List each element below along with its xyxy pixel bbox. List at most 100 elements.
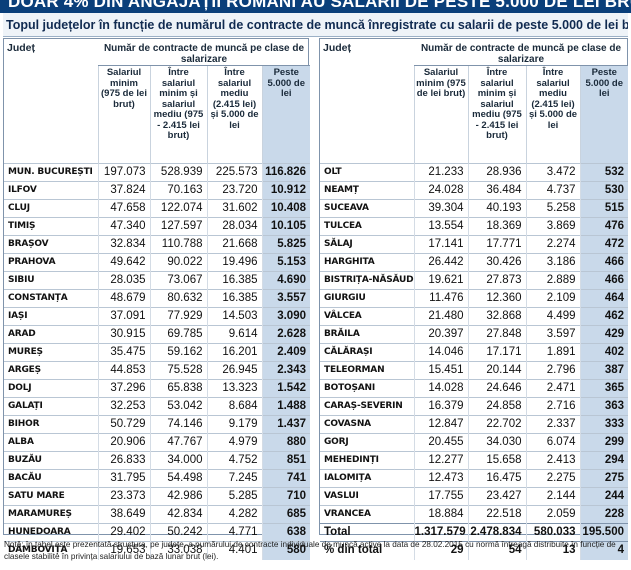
cell-value: 35.475 — [97, 343, 150, 362]
county-name: BISTRIȚA-NĂSĂUD — [320, 271, 414, 290]
cell-value: 244 — [579, 487, 628, 506]
cell-value: 1.488 — [261, 397, 310, 416]
cell-value: 3.869 — [525, 217, 580, 236]
cell-value: 16.475 — [467, 469, 526, 488]
cell-value: 13.554 — [413, 217, 468, 236]
table-row: SATU MARE 23.373 42.986 5.285 710 — [4, 487, 310, 506]
cell-value: 2.059 — [525, 505, 580, 524]
table-row: ILFOV 37.824 70.163 23.720 10.912 — [4, 181, 310, 200]
cell-value: 9.614 — [206, 325, 262, 344]
table-row: VÂLCEA 21.480 32.868 4.499 462 — [320, 307, 628, 326]
cell-value: 3.090 — [261, 307, 310, 326]
table-row: BIHOR 50.729 74.146 9.179 1.437 — [4, 415, 310, 434]
cell-value: 13.323 — [206, 379, 262, 398]
cell-value: 28.034 — [206, 217, 262, 236]
cell-value: 515 — [579, 199, 628, 218]
cell-value: 122.074 — [149, 199, 207, 218]
cell-value: 12.847 — [413, 415, 468, 434]
cell-value: 16.379 — [413, 397, 468, 416]
table-row: VRANCEA 18.884 22.518 2.059 228 — [320, 505, 628, 524]
cell-value: 462 — [579, 307, 628, 326]
cell-value: 363 — [579, 397, 628, 416]
county-name: MARAMUREȘ — [4, 505, 98, 524]
cell-value: 53.042 — [149, 397, 207, 416]
county-name: ARGEȘ — [4, 361, 98, 380]
county-name: CLUJ — [4, 199, 98, 218]
cell-value: 26.442 — [413, 253, 468, 272]
cell-value: 17.771 — [467, 235, 526, 254]
cell-value: 12.277 — [413, 451, 468, 470]
cell-value: 23.720 — [206, 181, 262, 200]
cell-value: 1.891 — [525, 343, 580, 362]
cell-value: 3.557 — [261, 289, 310, 308]
cell-value: 20.397 — [413, 325, 468, 344]
cell-value: 13 — [525, 541, 580, 560]
county-name: NEAMȚ — [320, 181, 414, 200]
county-name: IAȘI — [4, 307, 98, 326]
county-name: GALAȚI — [4, 397, 98, 416]
cell-value: 27.873 — [467, 271, 526, 290]
cell-value: 30.915 — [97, 325, 150, 344]
header-group: Număr de contracte de muncă pe clase de … — [98, 39, 310, 66]
cell-value: 275 — [579, 469, 628, 488]
cell-value: 33.038 — [149, 541, 207, 560]
cell-value: 14.028 — [413, 379, 468, 398]
cell-value: 5.153 — [261, 253, 310, 272]
right-table-panel: Județ Număr de contracte de muncă pe cla… — [319, 38, 628, 560]
cell-value: 532 — [579, 163, 628, 182]
cell-value: 464 — [579, 289, 628, 308]
county-name: GORJ — [320, 433, 414, 452]
table-row: IAȘI 37.091 77.929 14.503 3.090 — [4, 307, 310, 326]
cell-value: 28.035 — [97, 271, 150, 290]
cell-value: 16.201 — [206, 343, 262, 362]
county-name: ARAD — [4, 325, 98, 344]
table-row: GORJ 20.455 34.030 6.074 299 — [320, 433, 628, 452]
cell-value: 37.091 — [97, 307, 150, 326]
county-name: MUN. BUCUREȘTI — [4, 163, 98, 182]
county-name: PRAHOVA — [4, 253, 98, 272]
cell-value: 10.105 — [261, 217, 310, 236]
cell-value: 2.413 — [525, 451, 580, 470]
cell-value: 32.834 — [97, 235, 150, 254]
banner: DOAR 4% DIN ANGAJAȚII ROMÂNI AU SALARII … — [0, 0, 631, 13]
cell-value: 49.642 — [97, 253, 150, 272]
total-row: % din total 29 54 13 4 — [320, 541, 628, 560]
cell-value: 21.480 — [413, 307, 468, 326]
header-salariul-minim: Salariul minim (975 de lei brut) — [97, 65, 150, 164]
county-name: BIHOR — [4, 415, 98, 434]
cell-value: 195.500 — [579, 523, 628, 542]
left-table: Județ Număr de contracte de muncă pe cla… — [4, 39, 310, 560]
cell-value: 4.282 — [206, 505, 262, 524]
county-name: IALOMIȚA — [320, 469, 414, 488]
cell-value: 2.337 — [525, 415, 580, 434]
cell-value: 30.426 — [467, 253, 526, 272]
cell-value: 7.245 — [206, 469, 262, 488]
table-row: HARGHITA 26.442 30.426 3.186 466 — [320, 253, 628, 272]
county-name: % din total — [320, 541, 414, 560]
header-peste-5000: Peste 5.000 de lei — [261, 65, 310, 164]
table-row: MARAMUREȘ 38.649 42.834 4.282 685 — [4, 505, 310, 524]
cell-value: 16.385 — [206, 289, 262, 308]
cell-value: 40.193 — [467, 199, 526, 218]
cell-value: 3.186 — [525, 253, 580, 272]
right-table: Județ Număr de contracte de muncă pe cla… — [320, 39, 628, 560]
table-row: SIBIU 28.035 73.067 16.385 4.690 — [4, 271, 310, 290]
cell-value: 225.573 — [206, 163, 262, 182]
county-name: ALBA — [4, 433, 98, 452]
cell-value: 15.451 — [413, 361, 468, 380]
table-row: TELEORMAN 15.451 20.144 2.796 387 — [320, 361, 628, 380]
table-row: MEHEDINȚI 12.277 15.658 2.413 294 — [320, 451, 628, 470]
cell-value: 116.826 — [261, 163, 310, 182]
county-name: TELEORMAN — [320, 361, 414, 380]
table-row: CĂLĂRAȘI 14.046 17.171 1.891 402 — [320, 343, 628, 362]
cell-value: 22.518 — [467, 505, 526, 524]
table-row: BRĂILA 20.397 27.848 3.597 429 — [320, 325, 628, 344]
cell-value: 2.889 — [525, 271, 580, 290]
cell-value: 38.649 — [97, 505, 150, 524]
cell-value: 127.597 — [149, 217, 207, 236]
cell-value: 42.834 — [149, 505, 207, 524]
table-row: DOLJ 37.296 65.838 13.323 1.542 — [4, 379, 310, 398]
cell-value: 24.858 — [467, 397, 526, 416]
table-subtitle: Topul județelor în funcție de numărul de… — [3, 13, 628, 37]
table-row: MUREȘ 35.475 59.162 16.201 2.409 — [4, 343, 310, 362]
